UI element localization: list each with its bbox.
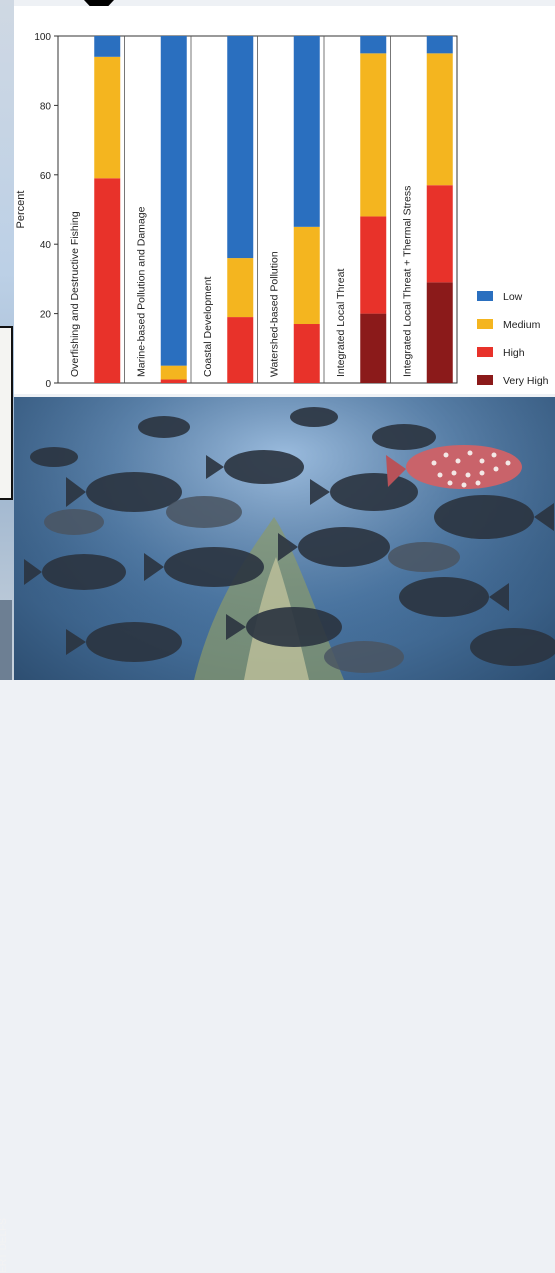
bar-segment (360, 216, 387, 314)
bar-segment (227, 36, 254, 259)
legend-label: Low (503, 291, 523, 303)
legend-label: Medium (503, 319, 541, 331)
bar-segment (360, 313, 387, 383)
y-tick-label: 40 (40, 240, 52, 251)
y-tick-label: 100 (34, 32, 51, 43)
spotted-fish (386, 445, 522, 489)
fish-school-illustration (14, 397, 555, 680)
bar-segment (227, 317, 254, 383)
category-label: Marine-based Pollution and Damage (136, 206, 148, 377)
y-tick-label: 20 (40, 310, 52, 321)
y-axis-label: Percent (15, 191, 27, 229)
bar-segment (293, 324, 320, 383)
bar-segment (426, 185, 453, 283)
y-tick-label: 0 (45, 379, 51, 390)
legend-swatch (477, 319, 493, 329)
bar-segment (94, 56, 121, 179)
bar-segment (160, 365, 187, 380)
category-label: Integrated Local Threat + Thermal Stress (402, 186, 414, 377)
category-label: Overfishing and Destructive Fishing (69, 211, 81, 377)
bar-segment (360, 53, 387, 217)
category-label: Integrated Local Threat (335, 269, 347, 377)
bar-segment (160, 379, 187, 383)
bar-segment (426, 53, 453, 186)
legend-label: Very High (503, 375, 549, 387)
legend-swatch (477, 347, 493, 357)
bar-segment (94, 178, 121, 383)
bar-segment (227, 258, 254, 318)
category-label: Watershed-based Pollution (269, 251, 281, 377)
legend-swatch (477, 375, 493, 385)
category-label: Coastal Development (202, 277, 214, 377)
credit-strip: ERT DELFS (0, 600, 12, 1273)
y-tick-label: 80 (40, 101, 52, 112)
y-tick-label: 60 (40, 171, 52, 182)
legend-swatch (477, 291, 493, 301)
chart-panel: 0 20 40 60 80 100 Percent Overfishing and Destr… (14, 6, 555, 394)
bar-segment (426, 36, 453, 54)
bar-segment (360, 36, 387, 54)
bar-segment (293, 36, 320, 227)
bar-segment (426, 282, 453, 383)
photo-credit: ERT DELFS (0, 1218, 9, 1273)
adjacent-panel-edge (0, 326, 13, 500)
bar-segment (94, 36, 121, 57)
legend-label: High (503, 347, 525, 359)
stacked-bar-chart: 0 20 40 60 80 100 Percent Overfishing and Destr… (15, 32, 549, 390)
bar-segment (293, 226, 320, 325)
reef-fish-photo (14, 397, 555, 680)
bar-segment (160, 36, 187, 366)
